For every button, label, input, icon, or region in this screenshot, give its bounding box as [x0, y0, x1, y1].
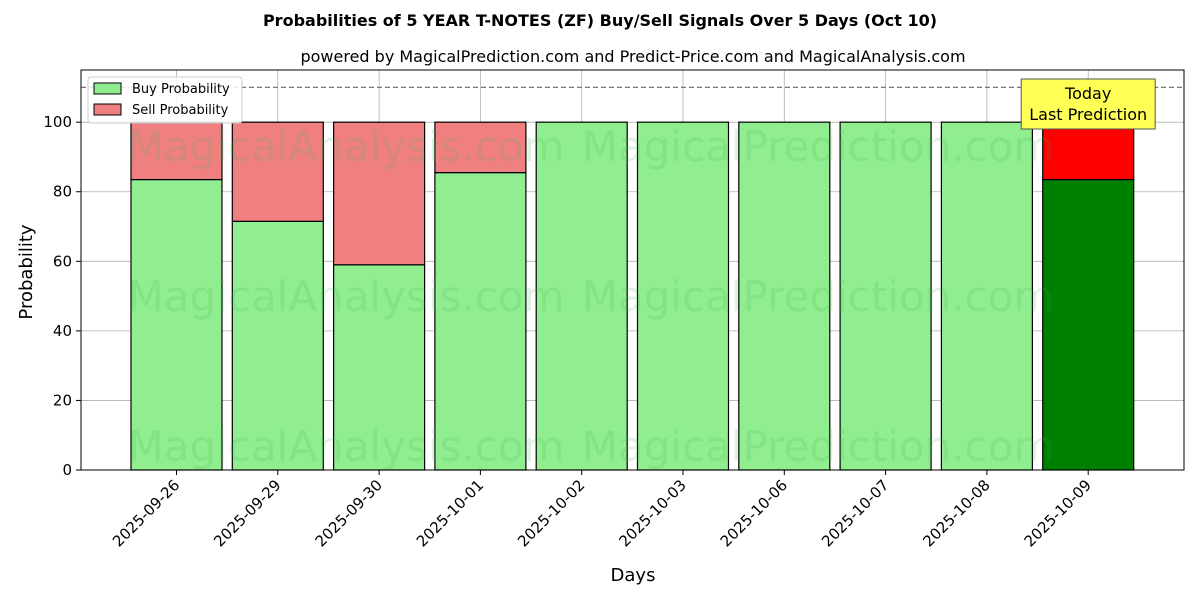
watermark-text: MagicalPrediction.com	[582, 122, 1055, 171]
watermark-text: MagicalPrediction.com	[582, 272, 1055, 321]
bar-sell	[130, 121, 223, 181]
x-tick-label: 2025-09-26	[109, 476, 183, 550]
bar-buy	[839, 121, 932, 471]
legend-swatch-sell	[93, 103, 122, 116]
bar-buy	[130, 178, 223, 471]
x-tick-label: 2025-10-09	[1021, 476, 1095, 550]
x-tick-label: 2025-09-30	[312, 476, 386, 550]
y-tick-label: 40	[53, 322, 72, 340]
watermark-text: MagicalAnalysis.com	[128, 422, 565, 471]
legend-label-sell: Sell Probability	[132, 103, 229, 118]
bar-buy	[636, 121, 730, 471]
annotation-background	[1020, 78, 1156, 130]
legend: Buy Probability Sell Probability	[87, 76, 243, 124]
bar-buy	[1042, 178, 1135, 471]
x-tick-label: 2025-10-03	[615, 476, 689, 550]
legend-swatch-buy	[93, 82, 122, 95]
bar-buy	[738, 121, 831, 471]
x-tick-label: 2025-10-01	[413, 476, 487, 550]
y-tick-label: 80	[53, 183, 72, 201]
x-tick-label: 2025-10-02	[514, 476, 588, 550]
chart-title: Probabilities of 5 YEAR T-NOTES (ZF) Buy…	[263, 11, 937, 30]
x-tick-label: 2025-10-08	[919, 476, 993, 550]
y-tick-label: 60	[53, 252, 72, 270]
annotation-box: Today Last Prediction	[1020, 78, 1156, 130]
watermark-text: MagicalAnalysis.com	[128, 272, 565, 321]
bar-sell	[231, 121, 324, 222]
annotation-text: Today	[1064, 84, 1111, 103]
x-axis-label: Days	[611, 565, 656, 586]
x-tick-label: 2025-10-07	[818, 476, 892, 550]
y-tick-label: 20	[53, 391, 72, 409]
watermark-text: MagicalAnalysis.com	[128, 122, 565, 171]
x-tick-label: 2025-10-06	[717, 476, 791, 550]
plot-area: MagicalAnalysis.com MagicalPrediction.com…	[43, 69, 1185, 550]
axes-frame	[80, 69, 1185, 471]
chart-subtitle: powered by MagicalPrediction.com and Pre…	[300, 47, 965, 66]
bar-buy	[940, 121, 1034, 471]
bar-sell	[1042, 121, 1135, 181]
bar-buy	[434, 172, 527, 471]
bar-buy	[535, 121, 628, 471]
y-tick-label: 0	[62, 461, 72, 479]
annotation-text: Last Prediction	[1029, 105, 1147, 124]
legend-frame	[87, 76, 243, 124]
bar-buy	[333, 264, 426, 471]
legend-label-buy: Buy Probability	[132, 82, 230, 97]
y-tick-label: 100	[43, 113, 72, 131]
bar-sell	[333, 121, 426, 266]
watermark-text: MagicalPrediction.com	[582, 422, 1055, 471]
y-axis-label: Probability	[16, 224, 37, 319]
x-tick-label: 2025-09-29	[210, 476, 284, 550]
bar-sell	[434, 121, 527, 174]
